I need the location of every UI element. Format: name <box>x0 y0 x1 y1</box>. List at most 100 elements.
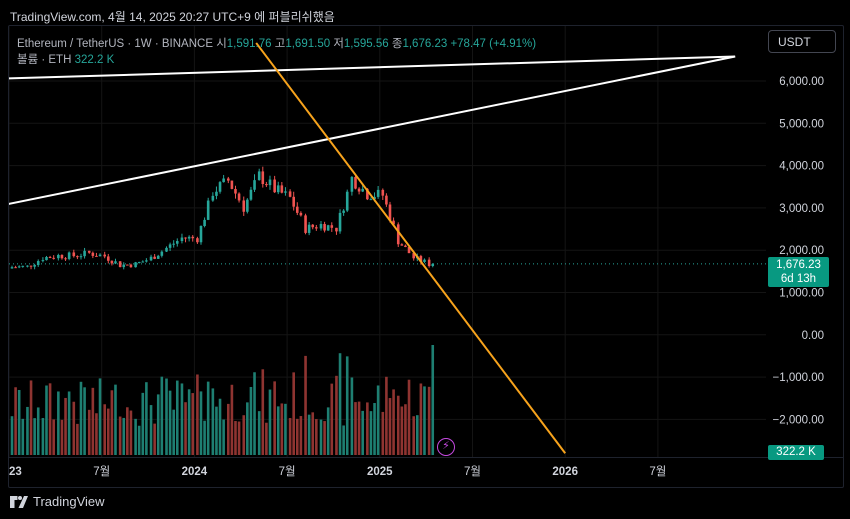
footer-brand[interactable]: TradingView <box>10 494 105 509</box>
candle-body[interactable] <box>307 224 311 233</box>
candle-body[interactable] <box>354 176 357 189</box>
candle-body[interactable] <box>234 188 237 194</box>
candle-body[interactable] <box>268 179 272 186</box>
candle-body[interactable] <box>41 260 45 262</box>
candle-body[interactable] <box>304 215 307 233</box>
candle-body[interactable] <box>67 252 71 259</box>
candle-body[interactable] <box>230 180 234 189</box>
candle-body[interactable] <box>361 188 364 192</box>
candle-body[interactable] <box>199 226 203 243</box>
candle-body[interactable] <box>79 256 83 258</box>
candle-body[interactable] <box>227 178 230 181</box>
candle-body[interactable] <box>288 191 292 197</box>
candle-body[interactable] <box>156 255 160 259</box>
candle-body[interactable] <box>95 255 98 257</box>
candle-body[interactable] <box>33 265 36 267</box>
candle-body[interactable] <box>311 224 315 228</box>
candle-body[interactable] <box>427 259 431 267</box>
candle-body[interactable] <box>246 199 249 212</box>
candle-body[interactable] <box>187 236 191 239</box>
candle-body[interactable] <box>273 179 276 193</box>
candle-body[interactable] <box>292 196 295 207</box>
candle-body[interactable] <box>323 223 326 231</box>
candle-body[interactable] <box>357 188 361 192</box>
candle-body[interactable] <box>114 261 117 264</box>
candle-body[interactable] <box>335 227 338 232</box>
candle-body[interactable] <box>153 256 156 259</box>
candle-body[interactable] <box>299 212 303 216</box>
candle-body[interactable] <box>280 185 284 193</box>
candle-body[interactable] <box>218 182 222 192</box>
candle-body[interactable] <box>91 252 95 256</box>
candle-body[interactable] <box>83 250 86 257</box>
candle-body[interactable] <box>342 210 345 213</box>
candle-body[interactable] <box>203 219 206 227</box>
candle-body[interactable] <box>122 264 126 268</box>
candle-body[interactable] <box>26 265 29 267</box>
candle-body[interactable] <box>211 195 215 201</box>
candle-body[interactable] <box>215 191 218 196</box>
candle-body[interactable] <box>76 256 79 258</box>
candle-body[interactable] <box>242 200 246 212</box>
candle-body[interactable] <box>21 265 25 267</box>
candle-body[interactable] <box>172 243 175 245</box>
currency-button[interactable]: USDT <box>768 30 836 53</box>
candle-body[interactable] <box>52 257 55 259</box>
candle-body[interactable] <box>103 254 106 257</box>
candle-body[interactable] <box>64 258 67 260</box>
candle-body[interactable] <box>72 252 76 257</box>
candle-body[interactable] <box>423 259 426 262</box>
candle-body[interactable] <box>431 263 435 267</box>
candle-body[interactable] <box>160 251 164 256</box>
candle-body[interactable] <box>338 212 342 232</box>
candle-body[interactable] <box>419 256 423 262</box>
candle-body[interactable] <box>29 265 33 267</box>
candle-body[interactable] <box>184 237 187 239</box>
candle-body[interactable] <box>57 254 60 259</box>
lightning-icon[interactable]: ⚡ <box>437 438 455 456</box>
candle-body[interactable] <box>345 191 349 211</box>
candle-body[interactable] <box>98 254 102 257</box>
candle-body[interactable] <box>36 261 40 266</box>
candle-body[interactable] <box>60 254 64 259</box>
trendline-upper-channel[interactable] <box>9 55 736 80</box>
candle-body[interactable] <box>118 261 122 268</box>
candle-body[interactable] <box>110 260 114 264</box>
candle-body[interactable] <box>381 189 385 196</box>
candle-body[interactable] <box>319 223 323 229</box>
trendline-lower-channel[interactable] <box>9 55 736 207</box>
candle-body[interactable] <box>14 267 17 269</box>
chart-panel[interactable]: 2023 7월 2024 7월 2025 7월 2026 7월 6,000.00 5,000.00… <box>8 25 844 488</box>
candle-body[interactable] <box>373 196 376 200</box>
candle-body[interactable] <box>17 266 21 268</box>
candle-body[interactable] <box>149 256 153 261</box>
candle-body[interactable] <box>145 260 148 262</box>
candle-body[interactable] <box>261 171 265 185</box>
candle-body[interactable] <box>400 244 404 246</box>
candle-body[interactable] <box>134 262 137 268</box>
candle-body[interactable] <box>376 189 380 197</box>
candle-body[interactable] <box>126 264 129 266</box>
candle-body[interactable] <box>257 171 261 181</box>
candle-body[interactable] <box>253 180 256 190</box>
candle-body[interactable] <box>106 256 110 261</box>
candle-body[interactable] <box>366 188 369 200</box>
candle-body[interactable] <box>237 193 241 201</box>
candle-body[interactable] <box>407 247 411 254</box>
candle-body[interactable] <box>191 236 195 239</box>
candle-body[interactable] <box>141 261 145 263</box>
candle-body[interactable] <box>196 238 199 243</box>
candle-body[interactable] <box>129 264 133 268</box>
candle-body[interactable] <box>206 200 210 220</box>
candle-body[interactable] <box>175 241 179 244</box>
candle-body[interactable] <box>45 256 48 261</box>
candle-body[interactable] <box>180 237 184 242</box>
candle-body[interactable] <box>330 225 334 228</box>
candle-body[interactable] <box>10 267 14 269</box>
chart-canvas[interactable]: 2023 7월 2024 7월 2025 7월 2026 7월 6,000.00 5,000.00… <box>9 26 843 487</box>
candle-body[interactable] <box>385 195 388 205</box>
candle-body[interactable] <box>388 204 392 221</box>
candle-body[interactable] <box>249 189 253 200</box>
candle-body[interactable] <box>396 224 400 245</box>
candle-body[interactable] <box>350 176 354 192</box>
